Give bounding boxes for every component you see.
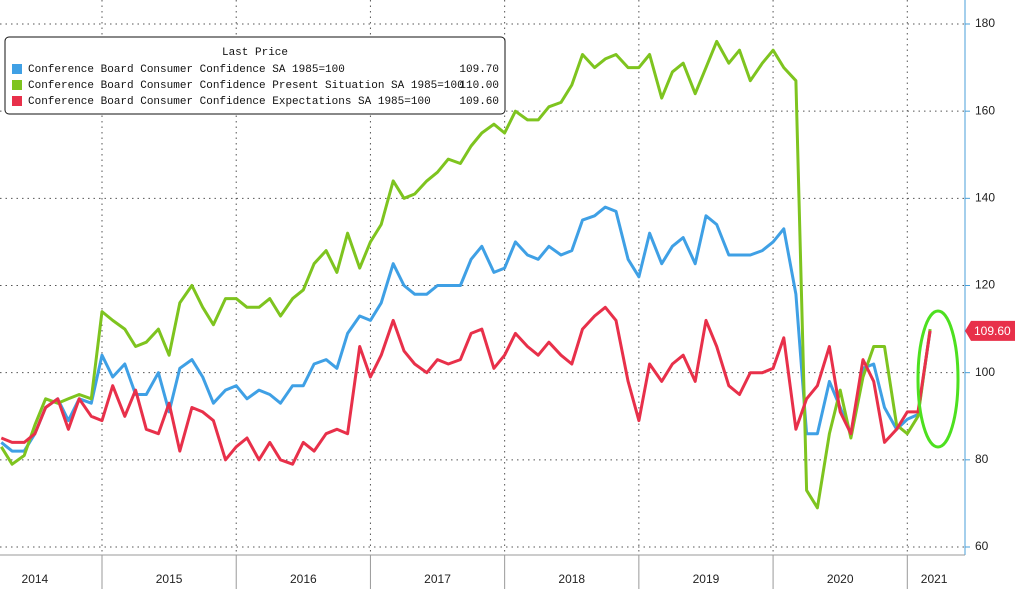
legend-swatch — [12, 64, 22, 74]
highlight-ellipse — [916, 309, 960, 449]
legend-label: Conference Board Consumer Confidence Pre… — [28, 80, 464, 92]
series-line — [0, 205, 932, 453]
legend-box — [4, 36, 506, 115]
x-tick-label: 2019 — [693, 572, 720, 586]
y-tick-label: 60 — [975, 539, 989, 553]
legend-swatch — [12, 96, 22, 106]
series-line — [0, 305, 932, 466]
legend-label: Conference Board Consumer Confidence SA … — [28, 64, 345, 76]
lines — [0, 39, 932, 510]
last-value-tag — [965, 320, 1015, 341]
x-tick-label: 2017 — [424, 572, 451, 586]
legend-value: 109.60 — [459, 96, 499, 108]
x-tick-label: 2021 — [921, 572, 948, 586]
legend-label: Conference Board Consumer Confidence Exp… — [28, 96, 431, 108]
y-tick-label: 120 — [975, 278, 995, 292]
x-tick-label: 2020 — [827, 572, 854, 586]
x-tick-label: 2018 — [558, 572, 585, 586]
y-tick-label: 80 — [975, 452, 989, 466]
series-line — [0, 39, 932, 510]
last-value-label: 109.60 — [974, 324, 1011, 338]
y-tick-label: 160 — [975, 103, 995, 117]
legend-value: 109.70 — [459, 64, 499, 76]
y-tick-label: 180 — [975, 16, 995, 30]
legend-swatch — [12, 80, 22, 90]
legend: Last Price Conference Board Consumer Con… — [4, 36, 506, 115]
x-tick-label: 2014 — [22, 572, 49, 586]
x-tick-label: 2015 — [156, 572, 183, 586]
y-tick-label: 100 — [975, 365, 995, 379]
legend-value: 110.00 — [459, 80, 499, 92]
x-tick-label: 2016 — [290, 572, 317, 586]
y-tick-label: 140 — [975, 191, 995, 205]
legend-title: Last Price — [222, 47, 288, 59]
